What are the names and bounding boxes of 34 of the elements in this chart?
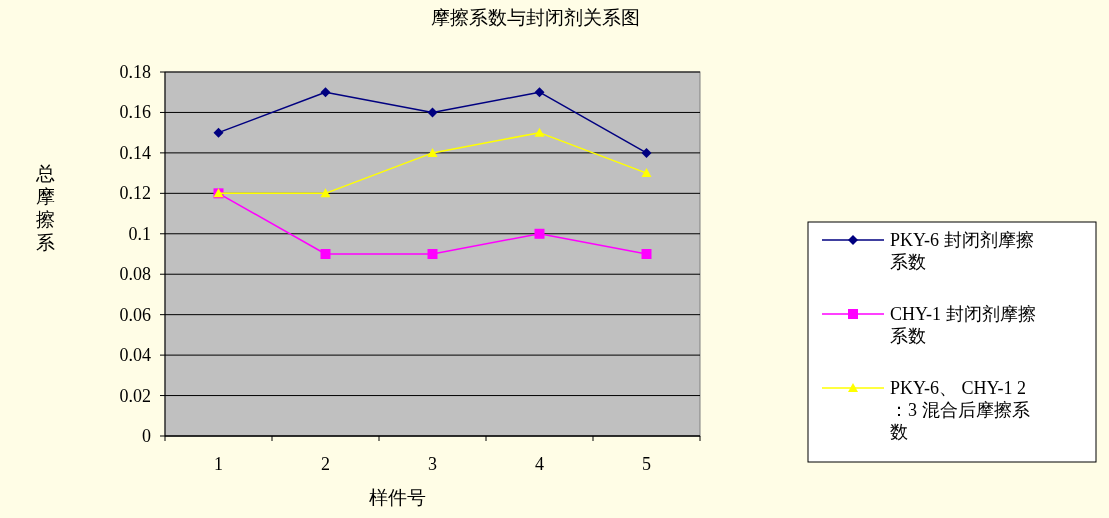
x-tick-label: 4 [535, 454, 544, 474]
point [534, 228, 545, 239]
point [641, 249, 652, 259]
point [641, 168, 652, 178]
y-tick-label: 0.16 [119, 102, 151, 123]
y-tick-label: 0.12 [119, 183, 151, 204]
point [320, 87, 331, 98]
legend-label: PKY-6 封闭剂摩擦系数 [890, 230, 1034, 272]
x-tick-label: 5 [642, 454, 651, 474]
point [534, 127, 545, 137]
point [427, 249, 438, 259]
y-tick-label: 0 [142, 426, 151, 446]
y-tick-label: 0.1 [128, 223, 151, 244]
point [427, 147, 438, 157]
legend-label: CHY-1 封闭剂摩擦系数 [890, 304, 1036, 346]
point [534, 87, 545, 98]
x-tick-label: 3 [428, 454, 437, 474]
point [320, 188, 331, 198]
legend-label: PKY-6、 CHY-1 2：3 混合后摩擦系数 [890, 378, 1030, 442]
x-tick-label: 2 [321, 454, 330, 474]
point [427, 107, 438, 118]
point [641, 147, 652, 158]
y-tick-label: 0.18 [119, 62, 151, 82]
y-tick-label: 0.06 [119, 304, 151, 325]
chart-title: 摩擦系数与封闭剂关系图 [430, 7, 640, 28]
y-axis-title: 总摩擦系 [34, 163, 55, 253]
y-tick-label: 0.08 [119, 264, 151, 285]
y-tick-label: 0.04 [119, 345, 151, 366]
x-axis-title: 样件号 [369, 487, 426, 508]
point [213, 127, 224, 138]
y-tick-label: 0.02 [119, 385, 151, 406]
y-tick-label: 0.14 [119, 142, 151, 163]
x-tick-label: 1 [214, 454, 223, 474]
point [320, 249, 331, 259]
